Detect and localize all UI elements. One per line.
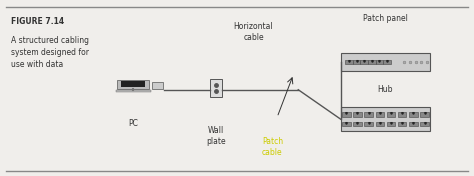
Text: PC: PC [128,119,138,128]
Bar [123,90,144,92]
Text: FIGURE 7.14: FIGURE 7.14 [11,17,64,26]
FancyBboxPatch shape [387,122,395,126]
FancyBboxPatch shape [365,122,373,126]
Bar [121,80,145,87]
FancyBboxPatch shape [360,60,368,64]
FancyBboxPatch shape [342,112,350,117]
FancyBboxPatch shape [387,112,395,117]
FancyBboxPatch shape [341,107,430,131]
FancyBboxPatch shape [398,122,407,126]
Text: Patch panel: Patch panel [363,14,408,23]
FancyBboxPatch shape [375,122,384,126]
FancyBboxPatch shape [420,122,429,126]
FancyBboxPatch shape [353,60,360,64]
Text: A structured cabling
system designed for
use with data: A structured cabling system designed for… [11,36,89,69]
FancyBboxPatch shape [398,112,407,117]
FancyBboxPatch shape [420,112,429,117]
Bar [116,90,151,92]
FancyBboxPatch shape [341,53,430,71]
FancyBboxPatch shape [152,82,163,89]
FancyBboxPatch shape [342,122,350,126]
FancyBboxPatch shape [210,79,222,97]
FancyBboxPatch shape [368,60,375,64]
FancyBboxPatch shape [346,60,353,64]
FancyBboxPatch shape [353,122,362,126]
FancyBboxPatch shape [353,112,362,117]
Text: Hub: Hub [378,84,393,93]
Text: Horizontal
cable: Horizontal cable [234,22,273,42]
FancyBboxPatch shape [365,112,373,117]
FancyBboxPatch shape [118,80,149,89]
Text: Patch
cable: Patch cable [262,137,283,157]
FancyBboxPatch shape [383,60,391,64]
FancyBboxPatch shape [409,122,418,126]
FancyBboxPatch shape [409,112,418,117]
FancyBboxPatch shape [375,60,383,64]
FancyBboxPatch shape [375,112,384,117]
Text: Wall
plate: Wall plate [206,126,226,146]
